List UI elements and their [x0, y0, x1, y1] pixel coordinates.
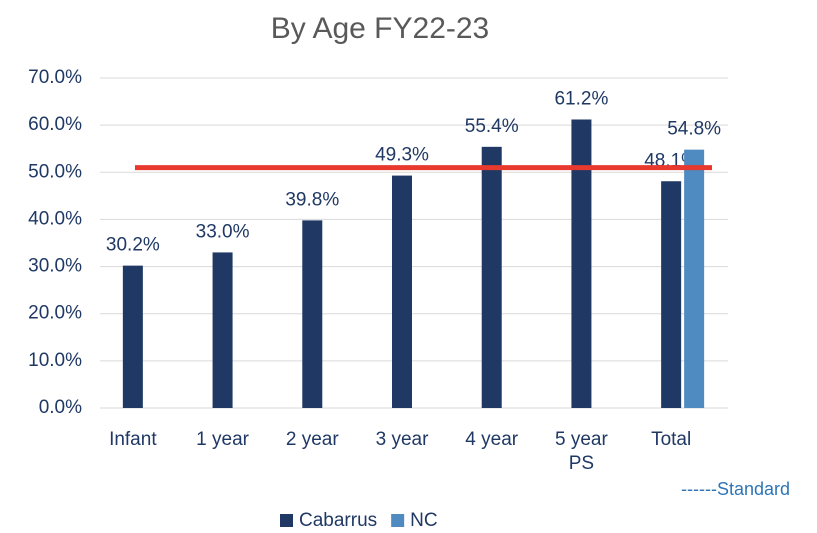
legend-label: NC [410, 510, 437, 531]
legend-swatch [391, 514, 405, 527]
x-tick-label: 1 year [196, 429, 249, 450]
y-tick-label: 50.0% [28, 161, 82, 182]
bar [212, 252, 233, 408]
y-tick-label: 0.0% [39, 397, 82, 418]
y-tick-label: 20.0% [28, 303, 82, 324]
legend-standard: ------Standard [681, 479, 790, 499]
legend-label: Cabarrus [299, 510, 377, 531]
value-label: 61.2% [554, 89, 608, 110]
bar [122, 265, 143, 408]
bar [684, 149, 705, 408]
x-tick-label: Total [651, 429, 692, 450]
y-tick-label: 40.0% [28, 208, 82, 229]
x-tick-label: Infant [109, 429, 157, 450]
y-tick-label: 70.0% [28, 67, 82, 88]
chart-title: By Age FY22-23 [271, 12, 489, 45]
bar [481, 146, 502, 409]
bar [571, 119, 592, 408]
bar [661, 181, 682, 408]
legend-swatch [280, 514, 293, 527]
y-tick-label: 60.0% [28, 114, 82, 135]
y-tick-label: 10.0% [28, 350, 82, 371]
value-label: 30.2% [106, 235, 160, 256]
x-tick-label: 3 year [375, 429, 429, 450]
bar [302, 220, 323, 408]
value-label: 55.4% [465, 116, 519, 137]
x-tick-label: 5 year PS [555, 429, 608, 474]
value-label: 49.3% [375, 145, 429, 166]
y-tick-label: 30.0% [28, 256, 82, 277]
value-label: 33.0% [196, 221, 250, 242]
x-tick-label: 2 year [285, 429, 339, 450]
bar [392, 175, 412, 408]
value-label: 54.8% [667, 119, 721, 140]
x-tick-label: 4 year [465, 429, 519, 450]
value-label: 39.8% [285, 189, 339, 210]
